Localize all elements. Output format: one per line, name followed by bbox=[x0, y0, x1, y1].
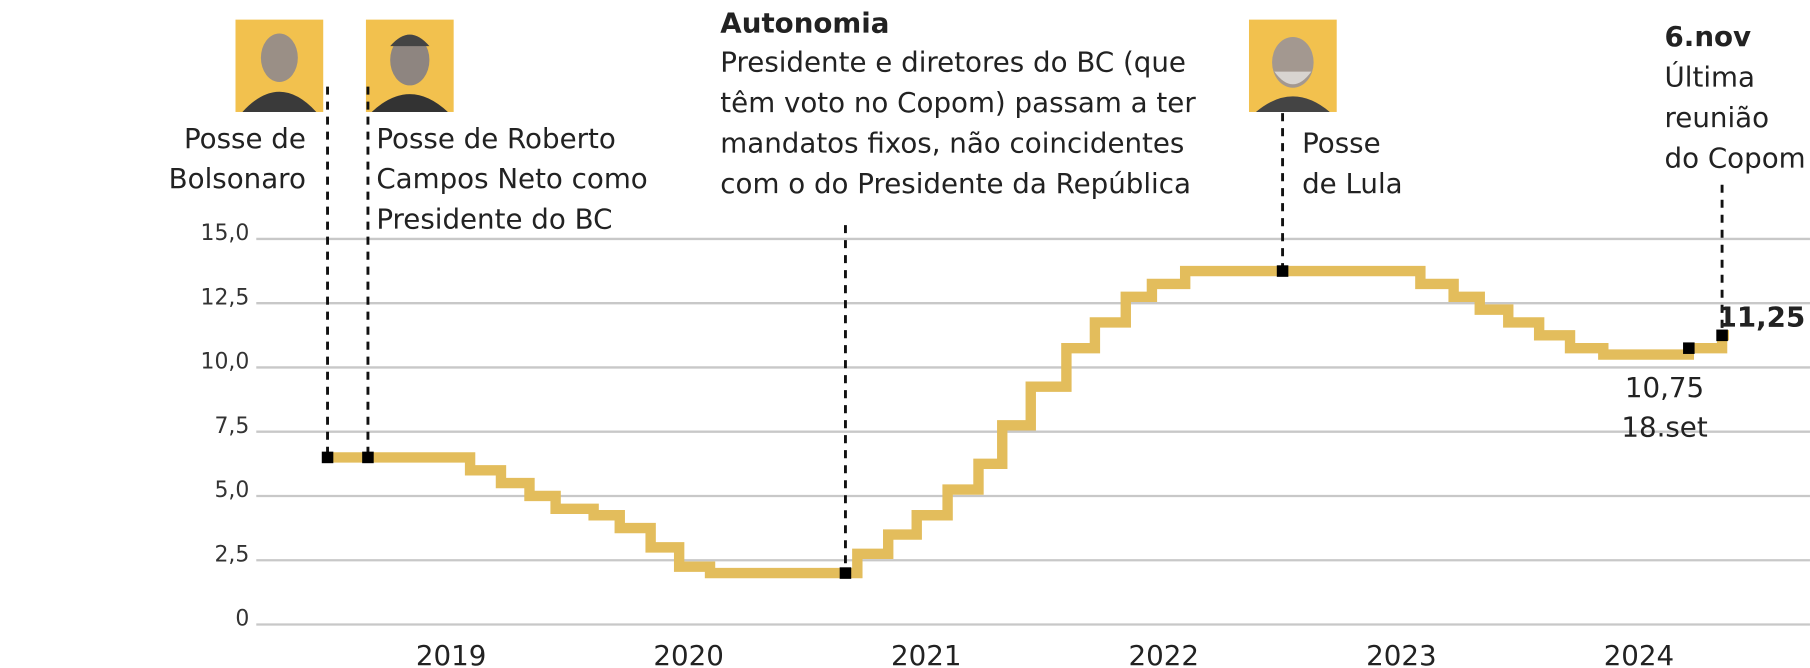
annotation-text: Campos Neto como bbox=[376, 162, 647, 195]
y-tick-label: 2,5 bbox=[214, 542, 249, 567]
annotation-title: Autonomia bbox=[720, 6, 889, 39]
x-tick-label: 2020 bbox=[653, 639, 723, 668]
annotation-title: 6.nov bbox=[1665, 20, 1752, 53]
photo bbox=[235, 20, 323, 112]
value-label: 11,25 bbox=[1718, 301, 1806, 334]
photo bbox=[1249, 20, 1337, 112]
event-marker bbox=[1683, 342, 1695, 354]
annotation-text: Posse bbox=[1302, 126, 1381, 159]
y-tick-label: 10,0 bbox=[201, 350, 250, 375]
x-tick-label: 2019 bbox=[416, 639, 486, 668]
annotation-text: com o do Presidente da República bbox=[720, 167, 1191, 200]
photo bbox=[366, 20, 454, 112]
annotation-text: Última bbox=[1665, 60, 1755, 94]
annotation-text: Presidente do BC bbox=[376, 203, 612, 236]
annotation-text: do Copom bbox=[1665, 141, 1806, 174]
y-tick-label: 0 bbox=[235, 607, 249, 632]
step-line bbox=[327, 271, 1729, 573]
x-tick-label: 2021 bbox=[891, 639, 961, 668]
x-tick-label: 2024 bbox=[1604, 639, 1674, 668]
event-marker bbox=[1277, 265, 1289, 277]
x-tick-label: 2022 bbox=[1129, 639, 1199, 668]
annotation-text: mandatos fixos, não coincidentes bbox=[720, 126, 1184, 159]
annotation-text: Posse de Roberto bbox=[376, 122, 615, 155]
y-tick-label: 5,0 bbox=[214, 478, 249, 503]
annotation-text: têm voto no Copom) passam a ter bbox=[720, 86, 1196, 119]
annotation-text: de Lula bbox=[1302, 167, 1403, 200]
value-label: 10,75 bbox=[1625, 371, 1704, 404]
event-marker bbox=[322, 452, 334, 464]
annotation-text: Presidente e diretores do BC (que bbox=[720, 46, 1186, 79]
y-tick-label: 7,5 bbox=[214, 414, 249, 439]
annotation-text: 18.set bbox=[1621, 410, 1707, 443]
annotation-text: reunião bbox=[1665, 101, 1770, 134]
x-tick-label: 2023 bbox=[1366, 639, 1436, 668]
event-marker bbox=[362, 452, 374, 464]
annotation-text: Bolsonaro bbox=[169, 162, 306, 195]
annotation-text: Posse de bbox=[184, 122, 306, 155]
y-tick-label: 15,0 bbox=[201, 221, 250, 246]
event-marker bbox=[840, 567, 852, 579]
y-tick-label: 12,5 bbox=[201, 285, 250, 310]
chart: 0 2,5 5,0 7,5 10,0 12,5 15,0 2019 2020 2021 2022 20… bbox=[0, 0, 1810, 668]
